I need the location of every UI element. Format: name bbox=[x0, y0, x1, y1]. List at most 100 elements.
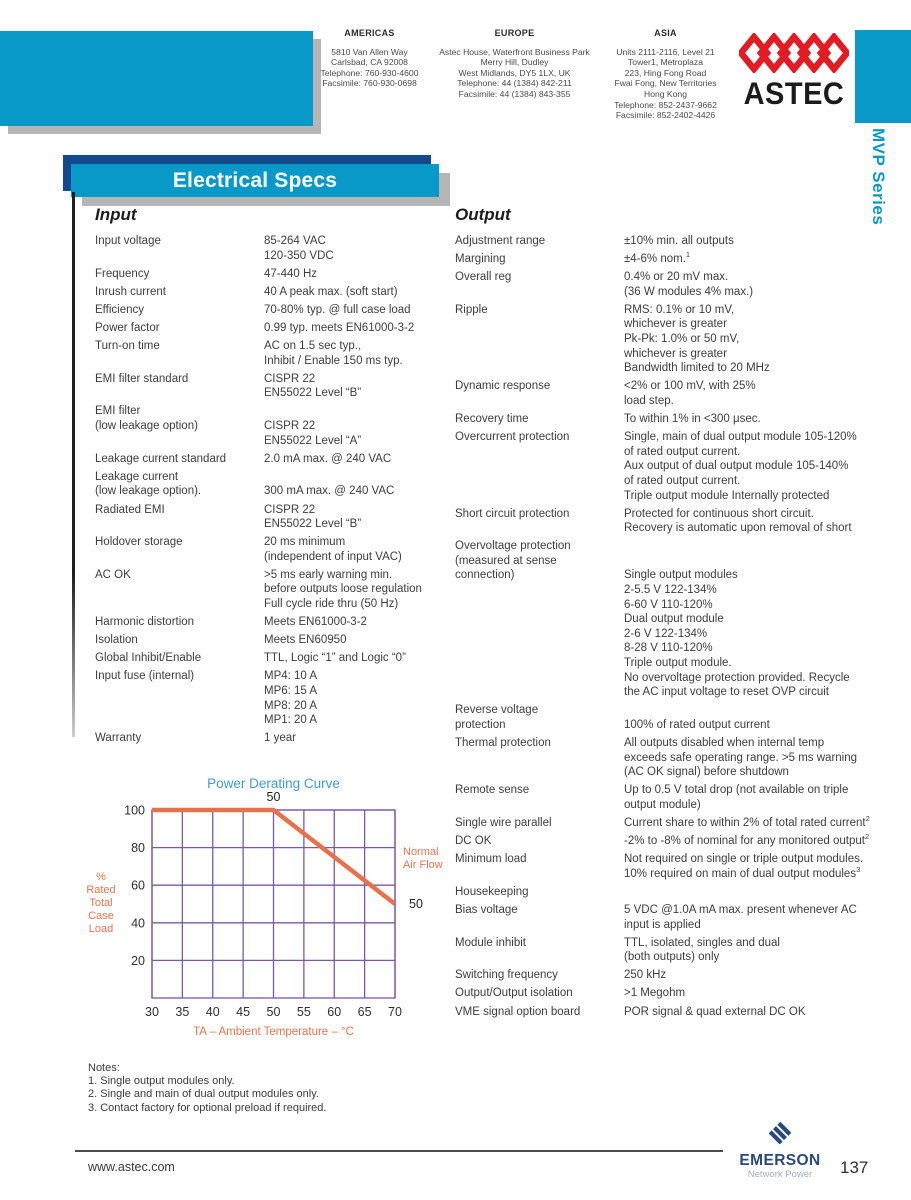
x-axis-label: TA – Ambient Temperature – °C bbox=[193, 1026, 354, 1038]
spec-label-line: Leakage current standard bbox=[95, 452, 227, 465]
spec-label: Adjustment range bbox=[455, 234, 624, 249]
spec-label-line: Reverse voltage bbox=[455, 704, 539, 717]
spec-value-line: Protected for continuous short circuit. bbox=[624, 507, 814, 520]
page-number: 137 bbox=[840, 1158, 869, 1177]
spec-value-line: (AC OK signal) before shutdown bbox=[624, 766, 789, 779]
chart-title: Power Derating Curve bbox=[207, 776, 340, 791]
spec-row: Leakage current standard 2.0 mA max. @ 24… bbox=[95, 452, 443, 467]
emerson-diamond-icon bbox=[768, 1121, 792, 1145]
spec-value-line: 85-264 VAC bbox=[264, 235, 326, 247]
office-line: Fwai Fong, New Territories bbox=[614, 78, 717, 89]
spec-label-line: Inrush current bbox=[95, 285, 166, 298]
spec-label: Bias voltage bbox=[455, 903, 624, 932]
section-banner: Electrical Specs bbox=[71, 164, 439, 197]
spec-row: Margining ±4-6% nom.1 bbox=[455, 251, 911, 267]
spec-value-line: load step. bbox=[624, 394, 674, 407]
y-tick-label: 60 bbox=[131, 879, 145, 893]
spec-label-line: Warranty bbox=[95, 732, 142, 745]
spec-value-line: Not required on single or triple output … bbox=[624, 853, 864, 866]
spec-value-line: whichever is greater bbox=[624, 347, 727, 360]
spec-label-line: VME signal option board bbox=[455, 1005, 581, 1018]
spec-row: Efficiency 70-80% typ. @ full case load bbox=[95, 303, 443, 318]
spec-value: -2% to -8% of nominal for any monitored … bbox=[624, 833, 911, 849]
spec-value: 5 VDC @1.0A mA max. present whenever AC i… bbox=[624, 903, 911, 932]
spec-label-line: Turn-on time bbox=[95, 340, 160, 353]
spec-label: Input fuse (internal) bbox=[95, 669, 264, 727]
spec-value: Meets EN61000-3-2 bbox=[264, 615, 443, 630]
derating-chart-svg: Power Derating Curve 20 40 60 80 100 30 35 40 45 5… bbox=[86, 776, 442, 1038]
derating-curve bbox=[152, 807, 397, 906]
spec-value-line: 70-80% typ. @ full case load bbox=[264, 303, 411, 316]
spec-value: CISPR 22 EN55022 Level “A” bbox=[264, 404, 443, 448]
spec-value-line: CISPR 22 bbox=[264, 503, 316, 516]
spec-value: 70-80% typ. @ full case load bbox=[264, 303, 443, 318]
spec-value-line: 300 mA max. @ 240 VAC bbox=[264, 485, 395, 498]
spec-value: <2% or 100 mV, with 25% load step. bbox=[624, 379, 911, 408]
spec-value-line: AC on 1.5 sec typ., bbox=[264, 340, 362, 353]
spec-row: Single wire parallel Current share to wit… bbox=[455, 815, 911, 831]
spec-label-line: DC OK bbox=[455, 835, 492, 848]
spec-label: Input voltage bbox=[95, 234, 264, 263]
office-line: Telephone: 760-930-4600 bbox=[320, 67, 419, 78]
spec-value-line: 0.4% or 20 mV max. bbox=[624, 271, 729, 284]
spec-value-line: >1 Megohm bbox=[624, 987, 686, 1000]
spec-label: Single wire parallel bbox=[455, 816, 624, 831]
y-axis-label-line: Load bbox=[89, 923, 113, 935]
emerson-logo: EMERSON Network Power bbox=[728, 1120, 832, 1181]
spec-row: Input voltage 85-264 VAC 120-350 VDC bbox=[95, 234, 443, 263]
spec-label-line: Short circuit protection bbox=[455, 507, 570, 520]
spec-label: Margining bbox=[455, 252, 624, 267]
spec-value: 40 A peak max. (soft start) bbox=[264, 285, 443, 300]
y-tick-label: 80 bbox=[131, 841, 145, 855]
spec-value: >5 ms early warning min. before outputs l… bbox=[264, 568, 443, 612]
spec-row: Output/Output isolation >1 Megohm bbox=[455, 986, 911, 1001]
spec-label-line: Minimum load bbox=[455, 853, 527, 866]
spec-value: 0.4% or 20 mV max. (36 W modules 4% max.) bbox=[624, 270, 911, 299]
note-item: 1. Single output modules only. bbox=[88, 1075, 235, 1088]
spec-label: Housekeeping bbox=[455, 885, 624, 900]
x-tick-label: 45 bbox=[236, 1005, 250, 1019]
spec-label: Thermal protection bbox=[455, 736, 624, 780]
spec-row: Warranty 1 year bbox=[95, 731, 443, 746]
spec-value-line: 40 A peak max. (soft start) bbox=[264, 285, 398, 298]
spec-value-line: To within 1% in <300 μsec. bbox=[624, 413, 761, 426]
spec-label: Harmonic distortion bbox=[95, 615, 264, 630]
spec-label: EMI filter standard bbox=[95, 372, 264, 401]
astec-diamonds-icon bbox=[736, 31, 852, 75]
spec-label-line: EMI filter standard bbox=[95, 372, 189, 385]
spec-value-line: Single output modules bbox=[624, 569, 738, 582]
series-vertical-label: MVP Series bbox=[869, 128, 888, 226]
header-accent-block bbox=[0, 31, 313, 126]
point-label: 50 bbox=[409, 897, 423, 911]
spec-row: DC OK -2% to -8% of nominal for any monit… bbox=[455, 833, 911, 849]
spec-value-line: (both outputs) only bbox=[624, 951, 720, 964]
left-vertical-rule bbox=[72, 192, 75, 737]
spec-value-line: before outputs loose regulation bbox=[264, 583, 422, 596]
spec-value-line: Dual output module bbox=[624, 613, 724, 626]
spec-value-line: POR signal & quad external DC OK bbox=[624, 1005, 806, 1018]
spec-row: Overall reg 0.4% or 20 mV max. (36 W modul… bbox=[455, 270, 911, 299]
spec-label: Holdover storage bbox=[95, 535, 264, 564]
spec-value-line: RMS: 0.1% or 10 mV, bbox=[624, 303, 735, 316]
spec-label-line: Bias voltage bbox=[455, 903, 518, 916]
spec-label-line: connection) bbox=[455, 569, 515, 582]
spec-label: Warranty bbox=[95, 731, 264, 746]
spec-label-line: Overall reg bbox=[455, 271, 512, 284]
spec-row: Holdover storage 20 ms minimum (independen… bbox=[95, 535, 443, 564]
spec-row: Inrush current 40 A peak max. (soft start… bbox=[95, 285, 443, 300]
notes-heading: Notes: bbox=[88, 1062, 120, 1074]
spec-label: Isolation bbox=[95, 633, 264, 648]
spec-value: 85-264 VAC 120-350 VDC bbox=[264, 234, 443, 263]
output-specs-column: Output Adjustment range ±10% min. all out… bbox=[455, 205, 911, 1023]
spec-label-line: Leakage current bbox=[95, 470, 179, 483]
website-link[interactable]: www.astec.com bbox=[88, 1160, 175, 1174]
spec-label-line: (low leakage option). bbox=[95, 485, 202, 498]
spec-label-line: Input fuse (internal) bbox=[95, 670, 195, 683]
spec-value-line: Bandwidth limited to 20 MHz bbox=[624, 362, 770, 375]
spec-row: Short circuit protection Protected for co… bbox=[455, 507, 911, 536]
note-item: 3. Contact factory for optional preload … bbox=[88, 1101, 327, 1114]
spec-value-line: Inhibit / Enable 150 ms typ. bbox=[264, 354, 403, 367]
spec-value: 20 ms minimum (independent of input VAC) bbox=[264, 535, 443, 564]
